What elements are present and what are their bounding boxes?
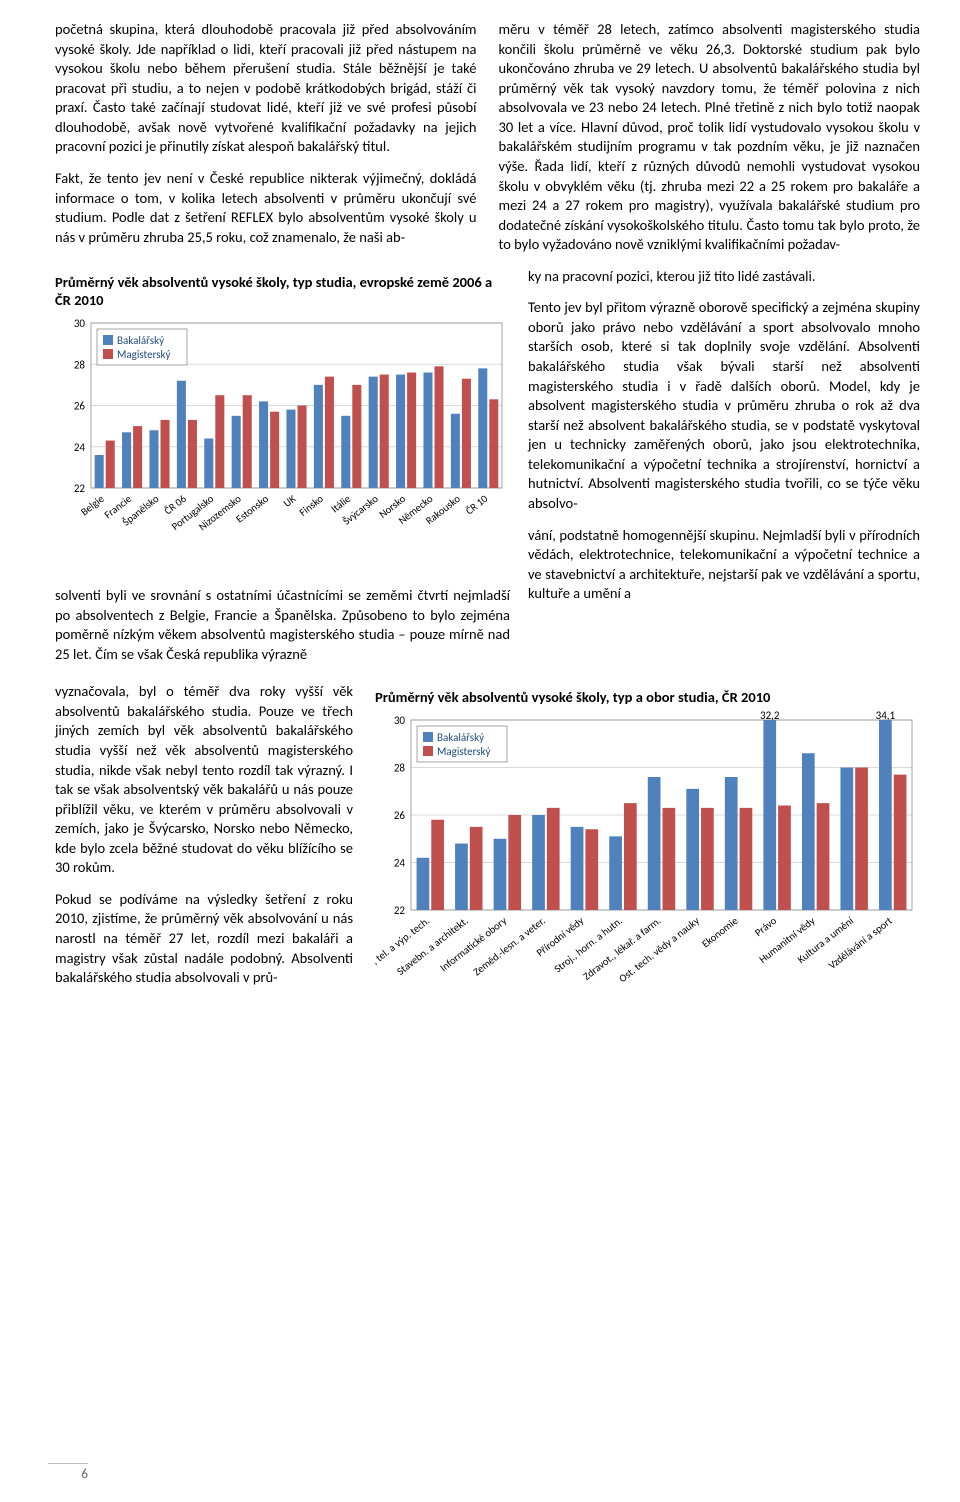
lower-row: vyznačovala, byl o téměř dva roky vyšší … — [55, 682, 920, 1492]
svg-text:Magisterský: Magisterský — [437, 745, 491, 758]
top-columns: početná skupina, která dlouhodobě pracov… — [55, 20, 920, 267]
svg-text:30: 30 — [394, 714, 406, 727]
svg-text:34,1: 34,1 — [876, 710, 896, 722]
col-left: početná skupina, která dlouhodobě pracov… — [55, 20, 477, 267]
chart2: 2224262830Elek., tel. a výp. tech.Staveb… — [375, 710, 920, 1000]
para-3a: solventi byli ve srovnání s ostatními úč… — [55, 586, 510, 664]
col-right: měru v téměř 28 letech, zatímco absolven… — [499, 20, 921, 267]
para-5: měru v téměř 28 letech, zatímco absolven… — [499, 20, 921, 255]
para-1: početná skupina, která dlouhodobě pracov… — [55, 20, 477, 157]
svg-text:22: 22 — [394, 904, 406, 917]
svg-text:26: 26 — [74, 400, 86, 413]
lower-right-col: Průměrný věk absolventů vysoké školy, ty… — [375, 682, 920, 1492]
svg-text:22: 22 — [74, 482, 86, 495]
chart1: 2224262830BelgieFrancieŠpanělskoČR 06Por… — [55, 313, 510, 578]
mid-wrap: Průměrný věk absolventů vysoké školy, ty… — [55, 267, 920, 683]
page-number: 6 — [48, 1463, 88, 1484]
svg-text:30: 30 — [74, 317, 86, 330]
chart1-wrap: Průměrný věk absolventů vysoké školy, ty… — [55, 267, 510, 677]
para-4: Pokud se podíváme na výsledky šetření z … — [55, 890, 353, 988]
para-3b: vyznačovala, byl o téměř dva roky vyšší … — [55, 682, 353, 878]
svg-text:24: 24 — [74, 441, 86, 454]
lower-left-col: vyznačovala, byl o téměř dva roky vyšší … — [55, 682, 353, 1492]
svg-text:28: 28 — [394, 762, 406, 775]
svg-text:Bakalářský: Bakalářský — [437, 731, 484, 744]
svg-text:28: 28 — [74, 358, 86, 371]
svg-text:24: 24 — [394, 857, 406, 870]
para-2: Fakt, že tento jev není v České republic… — [55, 169, 477, 247]
chart1-title: Průměrný věk absolventů vysoké školy, ty… — [55, 273, 510, 309]
svg-text:26: 26 — [394, 809, 406, 822]
svg-text:Magisterský: Magisterský — [117, 348, 171, 361]
svg-text:Bakalářský: Bakalářský — [117, 334, 164, 347]
chart2-title: Průměrný věk absolventů vysoké školy, ty… — [375, 688, 920, 706]
svg-text:32,2: 32,2 — [760, 710, 780, 722]
